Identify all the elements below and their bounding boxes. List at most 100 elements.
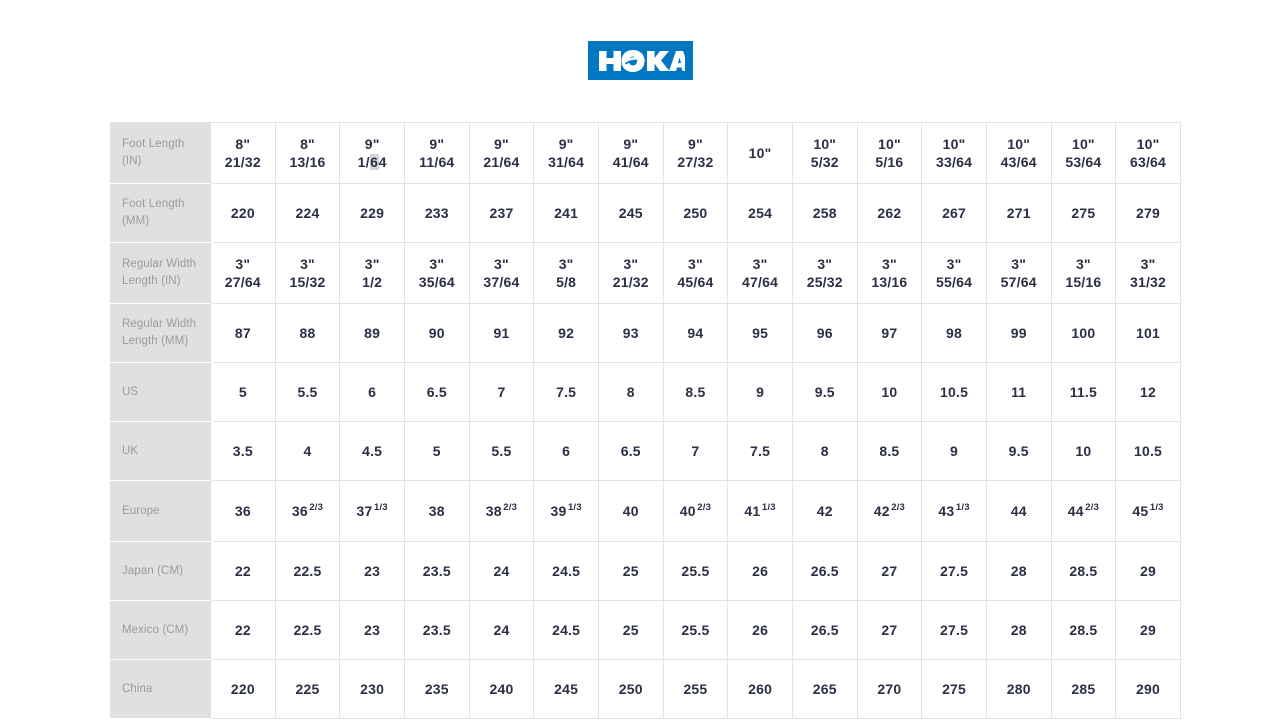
cell-r8-c8[interactable]: 25.5 — [663, 541, 729, 601]
cell-r1-c15[interactable]: 10" 63/64 — [1115, 122, 1181, 184]
cell-r4-c11[interactable]: 97 — [857, 303, 923, 363]
cell-r6-c6[interactable]: 6 — [533, 421, 599, 481]
cell-r1-c7[interactable]: 9" 41/64 — [598, 122, 664, 184]
cell-r5-c1[interactable]: 5 — [210, 362, 276, 422]
cell-r9-c10[interactable]: 26.5 — [792, 600, 858, 660]
cell-r7-c9[interactable]: 41 1/3 — [727, 480, 793, 542]
cell-r4-c4[interactable]: 90 — [404, 303, 470, 363]
cell-r4-c9[interactable]: 95 — [727, 303, 793, 363]
cell-r3-c5[interactable]: 3" 37/64 — [469, 242, 535, 304]
cell-r1-c12[interactable]: 10" 33/64 — [921, 122, 987, 184]
cell-r10-c5[interactable]: 240 — [469, 659, 535, 719]
cell-r5-c9[interactable]: 9 — [727, 362, 793, 422]
cell-r6-c10[interactable]: 8 — [792, 421, 858, 481]
cell-r2-c10[interactable]: 258 — [792, 183, 858, 243]
cell-r8-c10[interactable]: 26.5 — [792, 541, 858, 601]
cell-r1-c4[interactable]: 9" 11/64 — [404, 122, 470, 184]
cell-r8-c4[interactable]: 23.5 — [404, 541, 470, 601]
cell-r1-c14[interactable]: 10" 53/64 — [1051, 122, 1117, 184]
cell-r3-c10[interactable]: 3" 25/32 — [792, 242, 858, 304]
cell-r5-c14[interactable]: 11.5 — [1051, 362, 1117, 422]
cell-r5-c10[interactable]: 9.5 — [792, 362, 858, 422]
cell-r10-c8[interactable]: 255 — [663, 659, 729, 719]
cell-r1-c5[interactable]: 9" 21/64 — [469, 122, 535, 184]
cell-r10-c14[interactable]: 285 — [1051, 659, 1117, 719]
cell-r5-c6[interactable]: 7.5 — [533, 362, 599, 422]
cell-r6-c9[interactable]: 7.5 — [727, 421, 793, 481]
cell-r4-c2[interactable]: 88 — [275, 303, 341, 363]
cell-r5-c13[interactable]: 11 — [986, 362, 1052, 422]
cell-r5-c3[interactable]: 6 — [339, 362, 405, 422]
cell-r7-c11[interactable]: 42 2/3 — [857, 480, 923, 542]
cell-r4-c15[interactable]: 101 — [1115, 303, 1181, 363]
cell-r3-c7[interactable]: 3" 21/32 — [598, 242, 664, 304]
cell-r9-c8[interactable]: 25.5 — [663, 600, 729, 660]
cell-r7-c6[interactable]: 39 1/3 — [533, 480, 599, 542]
cell-r9-c9[interactable]: 26 — [727, 600, 793, 660]
cell-r5-c2[interactable]: 5.5 — [275, 362, 341, 422]
cell-r3-c15[interactable]: 3" 31/32 — [1115, 242, 1181, 304]
cell-r5-c15[interactable]: 12 — [1115, 362, 1181, 422]
cell-r8-c6[interactable]: 24.5 — [533, 541, 599, 601]
cell-r1-c10[interactable]: 10" 5/32 — [792, 122, 858, 184]
cell-r3-c3[interactable]: 3" 1/2 — [339, 242, 405, 304]
cell-r9-c15[interactable]: 29 — [1115, 600, 1181, 660]
cell-r2-c5[interactable]: 237 — [469, 183, 535, 243]
cell-r8-c5[interactable]: 24 — [469, 541, 535, 601]
cell-r1-c8[interactable]: 9" 27/32 — [663, 122, 729, 184]
cell-r7-c2[interactable]: 36 2/3 — [275, 480, 341, 542]
cell-r5-c11[interactable]: 10 — [857, 362, 923, 422]
cell-r5-c12[interactable]: 10.5 — [921, 362, 987, 422]
cell-r6-c2[interactable]: 4 — [275, 421, 341, 481]
cell-r10-c11[interactable]: 270 — [857, 659, 923, 719]
cell-r6-c11[interactable]: 8.5 — [857, 421, 923, 481]
cell-r10-c6[interactable]: 245 — [533, 659, 599, 719]
cell-r4-c13[interactable]: 99 — [986, 303, 1052, 363]
cell-r8-c11[interactable]: 27 — [857, 541, 923, 601]
cell-r2-c9[interactable]: 254 — [727, 183, 793, 243]
cell-r7-c12[interactable]: 43 1/3 — [921, 480, 987, 542]
cell-r2-c4[interactable]: 233 — [404, 183, 470, 243]
cell-r10-c12[interactable]: 275 — [921, 659, 987, 719]
cell-r9-c11[interactable]: 27 — [857, 600, 923, 660]
cell-r3-c8[interactable]: 3" 45/64 — [663, 242, 729, 304]
cell-r10-c15[interactable]: 290 — [1115, 659, 1181, 719]
cell-r7-c5[interactable]: 38 2/3 — [469, 480, 535, 542]
cell-r6-c13[interactable]: 9.5 — [986, 421, 1052, 481]
cell-r4-c12[interactable]: 98 — [921, 303, 987, 363]
cell-r9-c4[interactable]: 23.5 — [404, 600, 470, 660]
cell-r9-c7[interactable]: 25 — [598, 600, 664, 660]
cell-r9-c12[interactable]: 27.5 — [921, 600, 987, 660]
cell-r4-c5[interactable]: 91 — [469, 303, 535, 363]
cell-r3-c4[interactable]: 3" 35/64 — [404, 242, 470, 304]
cell-r6-c7[interactable]: 6.5 — [598, 421, 664, 481]
cell-r1-c13[interactable]: 10" 43/64 — [986, 122, 1052, 184]
cell-r8-c3[interactable]: 23 — [339, 541, 405, 601]
cell-r10-c7[interactable]: 250 — [598, 659, 664, 719]
cell-r8-c12[interactable]: 27.5 — [921, 541, 987, 601]
cell-r7-c7[interactable]: 40 — [598, 480, 664, 542]
cell-r6-c3[interactable]: 4.5 — [339, 421, 405, 481]
cell-r1-c2[interactable]: 8" 13/16 — [275, 122, 341, 184]
cell-r3-c13[interactable]: 3" 57/64 — [986, 242, 1052, 304]
cell-r6-c14[interactable]: 10 — [1051, 421, 1117, 481]
cell-r5-c7[interactable]: 8 — [598, 362, 664, 422]
cell-r8-c14[interactable]: 28.5 — [1051, 541, 1117, 601]
cell-r4-c7[interactable]: 93 — [598, 303, 664, 363]
cell-r7-c4[interactable]: 38 — [404, 480, 470, 542]
cell-r10-c1[interactable]: 220 — [210, 659, 276, 719]
cell-r4-c6[interactable]: 92 — [533, 303, 599, 363]
cell-r6-c12[interactable]: 9 — [921, 421, 987, 481]
cell-r4-c3[interactable]: 89 — [339, 303, 405, 363]
cell-r4-c8[interactable]: 94 — [663, 303, 729, 363]
cell-r3-c1[interactable]: 3" 27/64 — [210, 242, 276, 304]
cell-r3-c12[interactable]: 3" 55/64 — [921, 242, 987, 304]
cell-r6-c15[interactable]: 10.5 — [1115, 421, 1181, 481]
cell-r10-c3[interactable]: 230 — [339, 659, 405, 719]
cell-r2-c13[interactable]: 271 — [986, 183, 1052, 243]
cell-r7-c13[interactable]: 44 — [986, 480, 1052, 542]
cell-r4-c1[interactable]: 87 — [210, 303, 276, 363]
cell-r6-c5[interactable]: 5.5 — [469, 421, 535, 481]
cell-r2-c8[interactable]: 250 — [663, 183, 729, 243]
cell-r1-c9[interactable]: 10" — [727, 122, 793, 184]
